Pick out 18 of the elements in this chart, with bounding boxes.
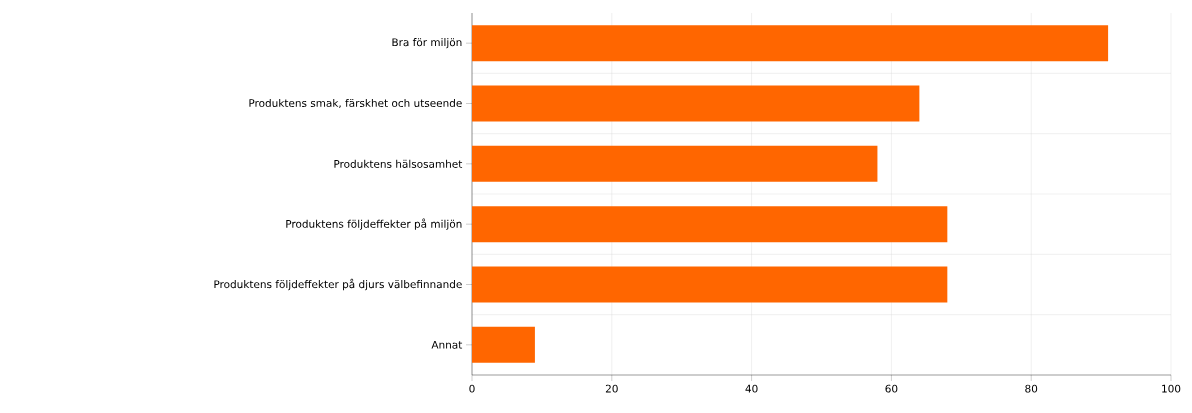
y-tick-label: Produktens hälsosamhet (334, 159, 463, 168)
y-tick-label: Bra för miljön (392, 38, 462, 49)
bar (472, 206, 948, 243)
x-tick-label: 100 (1162, 384, 1181, 393)
bar (472, 85, 920, 122)
x-tick-label: 80 (1025, 384, 1038, 393)
x-tick-label: 40 (745, 384, 758, 393)
y-tick-label: Annat (431, 340, 463, 349)
x-tick-label: 0 (469, 384, 475, 393)
x-tick-label: 20 (605, 384, 618, 393)
bar (472, 145, 878, 182)
bar (472, 326, 535, 363)
y-tick-label: Produktens följdeffekter på miljön (286, 218, 462, 230)
x-tick-label: 60 (885, 384, 898, 393)
bar (472, 266, 948, 303)
y-tick-label: Produktens smak, färskhet och utseende (249, 98, 462, 109)
bar (472, 25, 1109, 62)
y-tick-label: Produktens följdeffekter på djurs välbefinnande (214, 278, 462, 291)
